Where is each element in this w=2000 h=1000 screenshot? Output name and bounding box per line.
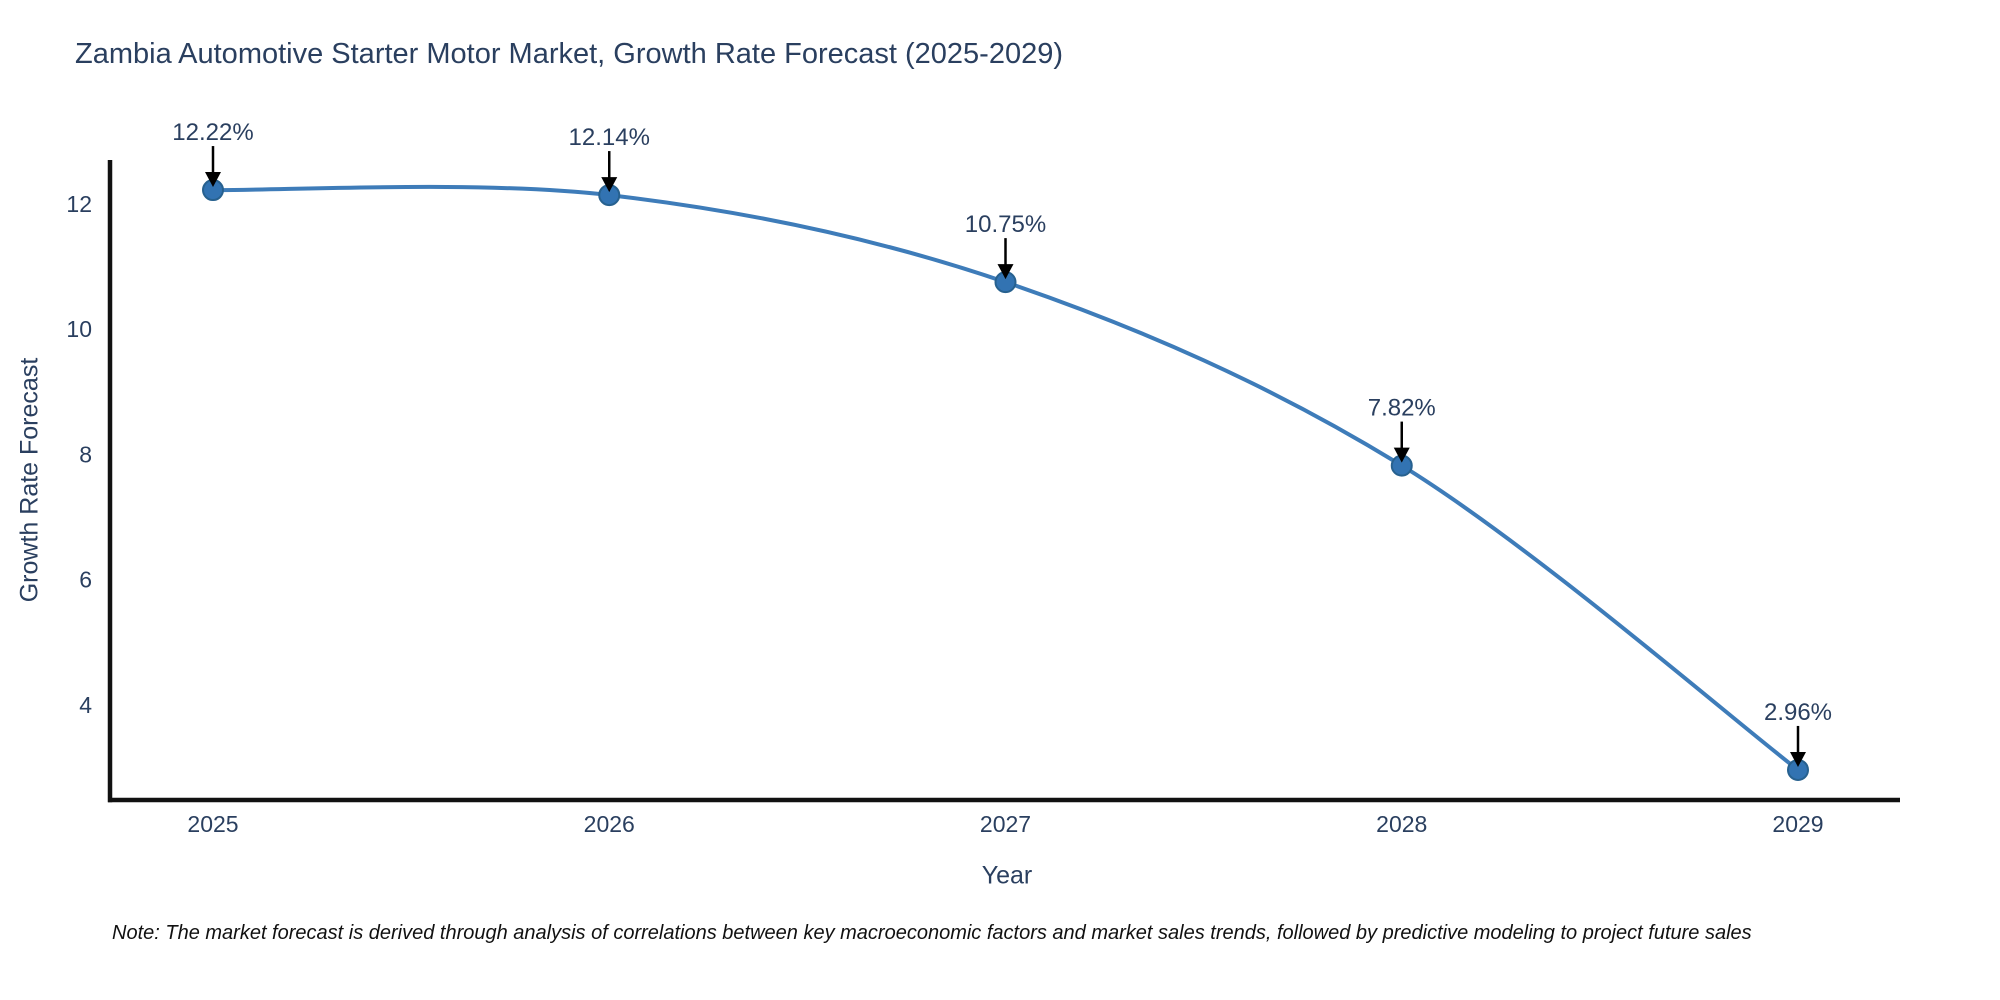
x-axis-title: Year <box>981 861 1033 890</box>
annotation-label-2027: 10.75% <box>965 211 1046 238</box>
y-tick-label: 6 <box>79 567 92 593</box>
annotation-label-2026: 12.14% <box>569 124 650 151</box>
annotation-arrow-icon <box>1393 447 1410 463</box>
y-tick-label: 10 <box>66 316 92 342</box>
x-tick-label: 2026 <box>584 811 635 837</box>
y-tick-label: 12 <box>66 191 92 217</box>
annotation-arrow-icon <box>1790 751 1806 767</box>
annotation-label-2025: 12.22% <box>172 119 253 146</box>
annotation-arrow-icon <box>997 264 1014 280</box>
y-tick-label: 8 <box>79 441 92 467</box>
x-tick-label: 2028 <box>1376 811 1427 837</box>
annotation-label-2028: 7.82% <box>1368 395 1436 422</box>
annotation-arrow-icon <box>601 177 618 193</box>
y-tick-label: 4 <box>79 692 92 718</box>
chart-title: Zambia Automotive Starter Motor Market, … <box>75 38 1064 70</box>
annotation-label-2029: 2.96% <box>1764 699 1832 726</box>
annotation-arrow-icon <box>205 172 221 188</box>
chart-footnote: Note: The market forecast is derived thr… <box>112 922 1752 944</box>
x-tick-label: 2029 <box>1772 811 1823 837</box>
x-tick-label: 2027 <box>980 811 1031 837</box>
x-tick-label: 2025 <box>187 811 238 837</box>
